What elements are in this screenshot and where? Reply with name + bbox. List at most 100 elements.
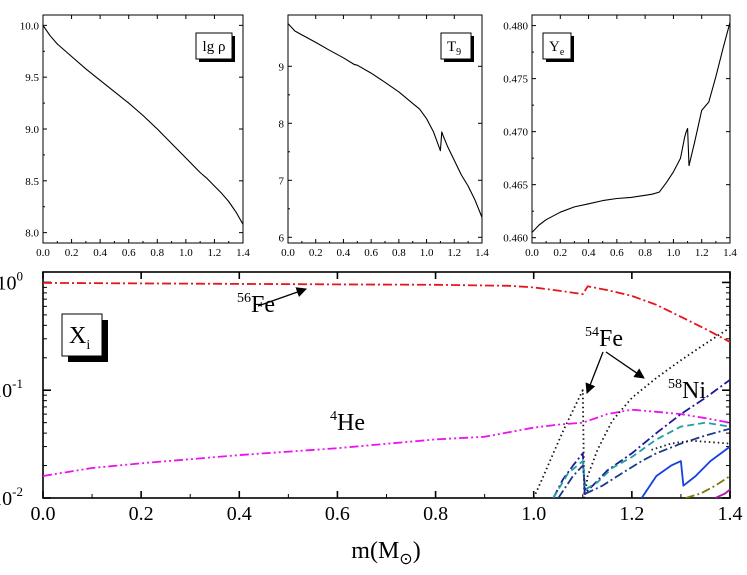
x-tick-label: 1.2 xyxy=(619,503,644,525)
series-line-6 xyxy=(651,439,730,451)
data-point xyxy=(546,219,547,220)
data-point xyxy=(558,424,559,425)
data-point xyxy=(560,212,561,213)
x-tick-label: 1.0 xyxy=(420,247,434,259)
x-tick-label: 0.2 xyxy=(129,503,154,525)
data-point xyxy=(705,328,706,329)
data-point xyxy=(680,443,681,444)
data-point xyxy=(235,211,236,212)
data-point xyxy=(92,467,93,468)
x-label-sub: ⊙ xyxy=(399,551,412,568)
data-point xyxy=(630,197,631,198)
data-point xyxy=(468,185,469,186)
data-point xyxy=(484,436,485,437)
data-point xyxy=(582,461,583,462)
data-point xyxy=(443,135,444,136)
data-point xyxy=(301,34,302,35)
series-group xyxy=(532,22,730,233)
x-tick-label: 0.2 xyxy=(309,247,323,259)
data-point xyxy=(587,286,588,287)
y-tick-label: 0.465 xyxy=(503,180,528,192)
data-point xyxy=(602,485,603,486)
x-tick-label: 1.0 xyxy=(521,503,546,525)
data-point xyxy=(602,200,603,201)
y-tick-label: 0.470 xyxy=(503,127,528,139)
y-tick-label: 8 xyxy=(279,118,285,130)
x-tick-label: 0.6 xyxy=(364,247,378,259)
data-point xyxy=(587,475,588,476)
data-point xyxy=(171,143,172,144)
data-point xyxy=(572,410,573,411)
annotation-label: 56Fe xyxy=(237,291,275,318)
data-point xyxy=(680,461,681,462)
data-point xyxy=(656,433,657,434)
data-point xyxy=(684,136,685,137)
data-point xyxy=(447,146,448,147)
legend-sub: i xyxy=(86,338,90,353)
x-tick-label: 1.0 xyxy=(179,247,193,259)
panel-2: 0.0 0.2 0.4 0.6 0.8 1.0 1.2 1.4 0.460 0.465 0.470 0… xyxy=(503,14,737,259)
x-tick-label: 0.0 xyxy=(36,247,50,259)
data-point xyxy=(294,30,295,31)
data-point xyxy=(701,110,702,111)
legend-main: Y xyxy=(549,39,560,55)
data-point xyxy=(57,43,58,44)
data-point xyxy=(412,103,413,104)
data-point xyxy=(690,440,691,441)
legend-sub: 9 xyxy=(456,47,461,58)
series-line-8 xyxy=(685,475,730,498)
data-point xyxy=(607,414,608,415)
data-point xyxy=(597,482,598,483)
data-point xyxy=(656,475,657,476)
series-line-1 xyxy=(43,408,730,477)
legend-lg-rho: lg ρ xyxy=(195,32,235,62)
data-point xyxy=(221,193,222,194)
data-point xyxy=(705,422,706,423)
data-point xyxy=(509,285,510,286)
data-point xyxy=(722,48,723,49)
x-tick-label: 0.6 xyxy=(610,247,624,259)
x-tick-label: 1.2 xyxy=(208,247,222,259)
y-tick-exponent: -2 xyxy=(12,484,23,499)
data-point xyxy=(616,198,617,199)
data-point xyxy=(200,172,201,173)
data-point xyxy=(563,430,564,431)
data-point xyxy=(612,467,613,468)
data-point xyxy=(192,165,193,166)
data-point xyxy=(680,360,681,361)
data-point xyxy=(433,131,434,132)
annotation-mass-number: 58 xyxy=(668,377,682,392)
data-point xyxy=(141,283,142,284)
data-point xyxy=(239,455,240,456)
legend-frame xyxy=(61,313,103,357)
y-tick-label: 0.475 xyxy=(503,74,528,86)
y-tick-exponent: 0 xyxy=(17,268,24,283)
y-tick-exponent: -1 xyxy=(12,376,23,391)
y-tick-mantissa: 10 xyxy=(0,380,12,402)
x-tick-label: 0.6 xyxy=(122,247,136,259)
arrow-56fe xyxy=(257,287,307,307)
data-point xyxy=(588,203,589,204)
y-tick-label: 0.480 xyxy=(503,21,528,33)
data-point xyxy=(128,103,129,104)
legend-frame xyxy=(440,32,472,60)
data-point xyxy=(207,178,208,179)
data-point xyxy=(621,473,622,474)
data-point xyxy=(568,473,569,474)
arrow-54fe-right xyxy=(605,351,645,379)
data-point xyxy=(454,160,455,161)
y-tick-label: 8.0 xyxy=(25,228,39,240)
data-point xyxy=(680,158,681,159)
y-tick-label: 6 xyxy=(279,232,285,244)
x-tick-label: 0.4 xyxy=(227,503,252,525)
data-point xyxy=(343,57,344,58)
legend-label: Ye xyxy=(549,39,565,58)
annotation-mass-number: 54 xyxy=(585,325,599,340)
data-point xyxy=(651,449,652,450)
data-point xyxy=(688,165,689,166)
data-point xyxy=(354,64,355,65)
y-tick-label: 9 xyxy=(279,61,285,73)
x-tick-label: 0.8 xyxy=(638,247,652,259)
x-tick-label: 1.0 xyxy=(667,247,681,259)
